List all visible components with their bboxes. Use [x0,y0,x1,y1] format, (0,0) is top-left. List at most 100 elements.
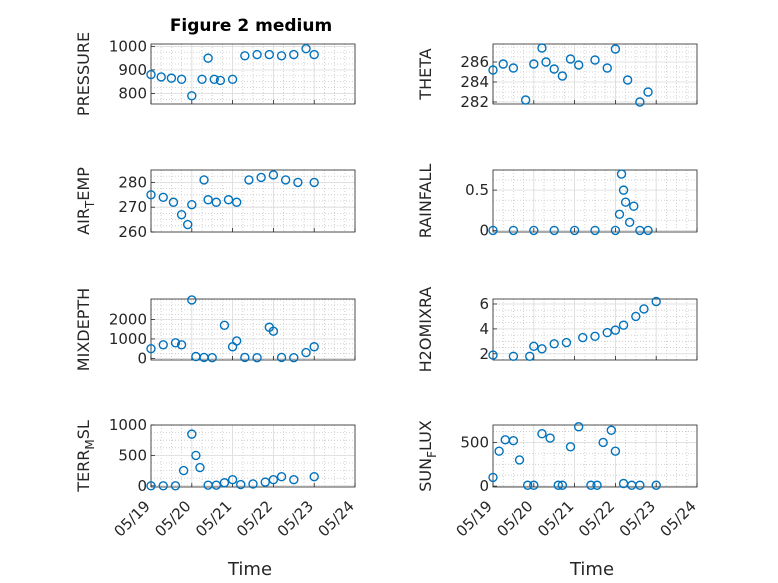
data-point [610,446,621,456]
x-axis-label: Time [227,559,272,580]
data-point [240,352,250,363]
data-point [620,197,631,207]
data-point [168,197,179,207]
x-tick-label: 05/21 [534,497,577,540]
data-point [248,479,258,489]
x-tick-label: 05/23 [616,497,659,540]
data-point [231,336,242,346]
data-point [618,320,629,330]
data-point [631,311,641,322]
data-point [610,44,621,54]
data-point [549,339,559,349]
axes-frame [150,169,356,233]
data-point [629,201,639,211]
data-point [293,177,303,188]
x-tick-label: 05/24 [657,497,700,540]
data-point [176,209,187,220]
data-point [146,190,156,200]
data-point [156,72,166,82]
data-point [508,351,519,361]
y-tick-label: 0 [479,477,489,495]
data-point [643,225,653,236]
data-point [549,64,559,74]
data-point [602,327,612,338]
y-axis-label: H2OMIXRA [416,287,435,373]
data-point [187,91,197,101]
y-axis-label: RAINFALL [416,164,435,239]
data-point [158,340,168,350]
axes-frame [492,298,698,361]
data-point [280,175,291,185]
data-point [309,49,319,60]
y-tick-label: 500 [118,446,147,464]
data-point [488,65,498,75]
data-point [529,480,539,490]
y-tick-label: 282 [460,93,489,111]
data-point [586,480,596,490]
data-point [520,95,531,105]
x-tick-label: 05/20 [493,497,536,540]
data-point [211,480,221,490]
data-point [197,74,207,84]
data-point [158,192,168,202]
subplot-theta: 282 284 286 THETA [416,43,698,111]
y-tick-label: 0 [137,349,147,367]
data-point [622,75,633,85]
data-point [260,477,270,487]
data-point [525,351,535,361]
data-point [244,175,254,185]
data-point [276,471,287,482]
data-point [537,43,547,53]
data-point [488,350,498,360]
data-point [590,55,600,65]
x-tick-label: 05/19 [111,497,154,540]
data-point [309,342,319,352]
axes-frame [150,298,356,361]
data-point [624,217,635,228]
data-point [264,49,275,60]
figure-title: Figure 2 medium [170,16,332,36]
data-point [508,225,519,236]
subplot-rainfall: 0 0.5 RAINFALL [416,164,698,239]
data-point [219,478,230,488]
y-axis-label: AIRTEMP [74,167,97,235]
data-point [146,481,156,491]
subplot-terr_msl: 0 500 1000 TERRMSL 05/1905/2005/2105/2205/23… [74,416,358,580]
data-point [529,59,539,69]
data-point [158,481,168,491]
data-point [199,175,209,185]
data-point [309,471,319,482]
data-point [268,326,279,336]
data-point [494,446,504,456]
data-point [508,436,519,446]
y-tick-label: 800 [118,84,147,102]
data-point [514,455,525,465]
data-point [635,97,645,107]
x-axis-label: Time [569,559,614,580]
subplot-sun_flux: 0 500 SUNFLUX 05/1905/2005/2105/2205/2305/2… [416,420,700,580]
y-tick-label: 1000 [109,37,147,55]
data-point [498,59,508,69]
axes-frame [492,169,698,233]
data-point [522,480,533,490]
data-point [488,225,498,236]
subplot-h2omixra: 2 4 6 H2OMIXRA [416,287,698,373]
data-point [289,475,299,485]
data-point [276,352,287,363]
y-tick-label: 0 [479,221,489,239]
data-point [545,433,555,443]
data-point [211,197,221,207]
y-tick-label: 500 [460,433,489,451]
y-axis-label: MIXDEPTH [74,288,93,371]
y-tick-label: 1000 [109,416,147,434]
y-tick-label: 4 [479,320,489,338]
data-point [549,225,559,236]
data-point [289,352,299,363]
x-tick-label: 05/19 [453,497,496,540]
data-point [146,69,156,80]
data-point [178,465,189,476]
data-point [590,331,600,342]
data-point [268,170,279,180]
data-point [240,51,250,61]
